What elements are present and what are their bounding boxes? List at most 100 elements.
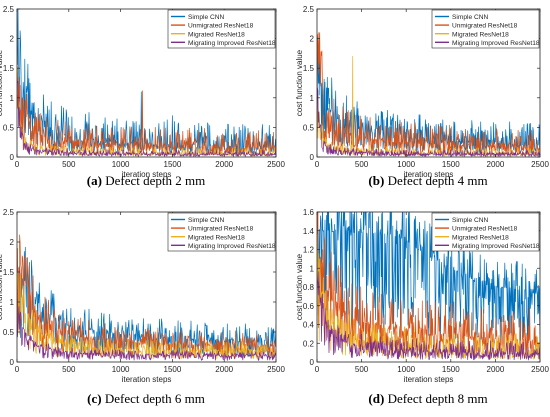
caption-label: (a) (87, 173, 102, 188)
legend-entry: Migrating Improved ResNet18 (452, 243, 540, 250)
chart-panel-b: 0 500 1000 1500 2000 2500 0 0.5 1 1.5 2 2.5 iteratio… (295, 5, 549, 188)
x-axis-label: iteration steps (122, 170, 172, 179)
x-axis-label: iteration steps (404, 375, 454, 384)
series-line-4 (17, 72, 276, 157)
legend-entry: Simple CNN (188, 217, 225, 224)
legend-entry: Migrating Improved ResNet18 (452, 40, 540, 47)
y-tick-label: 1.2 (303, 246, 315, 255)
x-tick-label: 500 (355, 160, 369, 169)
caption-label: (d) (368, 391, 384, 406)
y-tick-label: 1.5 (303, 64, 315, 73)
x-axis-label: iteration steps (122, 375, 172, 384)
series-line-4 (17, 289, 276, 361)
y-tick-label: 1.5 (3, 268, 15, 277)
series-group (317, 212, 540, 361)
y-tick-label: 1 (310, 264, 315, 273)
legend-entry: Unmigrated ResNet18 (188, 226, 254, 233)
legend-entry: Migrating Improved ResNet18 (188, 40, 276, 47)
y-tick-label: 0.5 (303, 123, 315, 132)
x-axis-label: iteration steps (404, 170, 454, 179)
x-tick-label: 500 (62, 160, 76, 169)
caption-label: (c) (87, 391, 101, 406)
x-tick-label: 2500 (267, 365, 285, 374)
x-tick-label: 500 (355, 365, 369, 374)
y-axis-label: cost function value (295, 49, 304, 116)
legend-entry: Migrating Improved ResNet18 (188, 243, 276, 250)
caption-text: Defect depth 4 mm (384, 173, 487, 188)
caption-text: Defect depth 2 mm (102, 173, 205, 188)
x-tick-label: 2000 (215, 365, 233, 374)
series-group (317, 32, 540, 157)
y-tick-label: 1.6 (303, 208, 315, 217)
legend-box (167, 9, 276, 49)
legend-box (431, 9, 540, 49)
y-tick-label: 2 (310, 35, 315, 44)
legend-entry: Simple CNN (452, 217, 489, 224)
series-line-1 (317, 212, 540, 344)
y-tick-label: 0 (10, 153, 15, 162)
x-tick-label: 1000 (112, 365, 130, 374)
legend-entry: Unmigrated ResNet18 (452, 226, 518, 233)
y-tick-label: 2.5 (303, 5, 315, 14)
y-tick-label: 2.5 (3, 208, 15, 217)
legend-entry: Simple CNN (188, 14, 225, 21)
panel-caption: (d) Defect depth 8 mm (368, 391, 487, 406)
series-group (17, 234, 276, 361)
x-tick-label: 1000 (397, 160, 415, 169)
x-tick-label: 2000 (487, 160, 505, 169)
series-line-4 (317, 87, 540, 157)
y-tick-label: 0.5 (3, 123, 15, 132)
y-tick-label: 0 (310, 153, 315, 162)
x-tick-label: 0 (15, 160, 20, 169)
series-line-4 (317, 271, 540, 361)
x-tick-label: 1000 (112, 160, 130, 169)
x-tick-label: 2000 (215, 160, 233, 169)
y-tick-label: 2 (10, 35, 15, 44)
y-tick-label: 1 (10, 298, 15, 307)
x-tick-label: 0 (15, 365, 20, 374)
y-tick-label: 1.5 (3, 64, 15, 73)
series-group (17, 9, 276, 157)
legend-entry: Migrated ResNet18 (452, 31, 509, 38)
legend-entry: Simple CNN (452, 14, 489, 21)
y-axis-label: cost function value (295, 253, 304, 320)
series-line-3 (17, 271, 276, 360)
panel-caption: (a) Defect depth 2 mm (87, 173, 205, 188)
series-line-2 (317, 32, 540, 155)
y-tick-label: 0.4 (303, 321, 315, 330)
y-tick-label: 1.4 (303, 227, 315, 236)
caption-text: Defect depth 6 mm (102, 391, 205, 406)
y-tick-label: 1 (10, 94, 15, 103)
legend-entry: Unmigrated ResNet18 (452, 23, 518, 30)
y-tick-label: 0 (310, 358, 315, 367)
series-line-2 (17, 234, 276, 359)
legend-entry: Migrated ResNet18 (452, 234, 509, 241)
legend-entry: Migrated ResNet18 (188, 31, 245, 38)
x-tick-label: 0 (315, 160, 320, 169)
y-tick-label: 1 (310, 94, 315, 103)
x-tick-label: 2500 (531, 160, 549, 169)
legend-box (431, 212, 540, 252)
x-tick-label: 1500 (442, 365, 460, 374)
y-tick-label: 0.8 (303, 283, 315, 292)
y-tick-label: 0.6 (303, 302, 315, 311)
legend-entry: Unmigrated ResNet18 (188, 23, 254, 30)
chart-panel-a: 0 500 1000 1500 2000 2500 0 0.5 1 1.5 2 2.5 iteratio… (0, 5, 285, 188)
y-axis-label: cost function value (0, 253, 4, 320)
x-tick-label: 1500 (164, 365, 182, 374)
caption-label: (b) (368, 173, 384, 188)
legend-box (167, 212, 276, 252)
x-tick-label: 2500 (531, 365, 549, 374)
axes-box (16, 211, 277, 363)
series-line-1 (317, 47, 540, 154)
panel-caption: (b) Defect depth 4 mm (368, 173, 487, 188)
y-tick-label: 2.5 (3, 5, 15, 14)
y-tick-label: 2 (10, 238, 15, 247)
chart-panel-c: 0 500 1000 1500 2000 2500 0 0.5 1 1.5 2 2.5 iteratio… (0, 208, 285, 406)
axes-box (16, 8, 277, 158)
